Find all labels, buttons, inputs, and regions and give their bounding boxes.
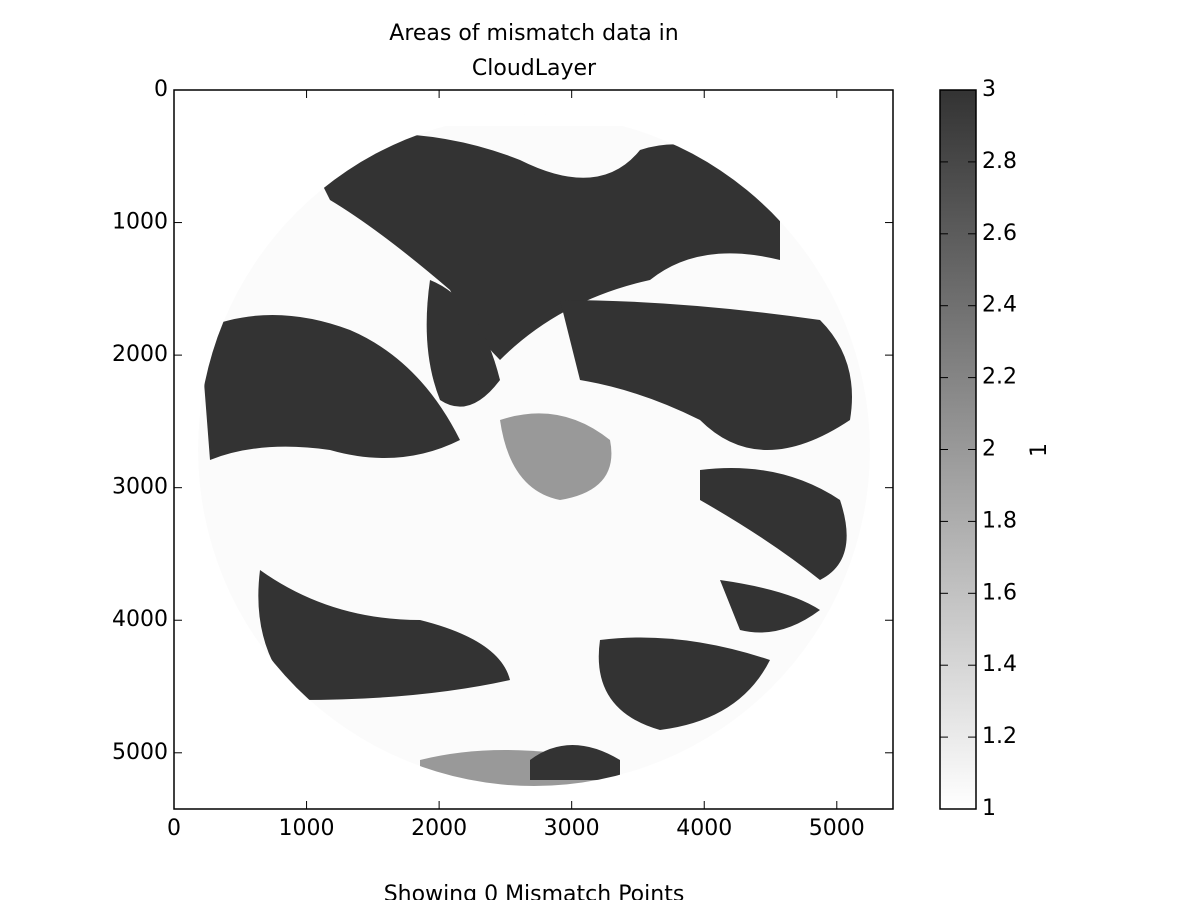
colorbar-tick-label: 1.4 — [982, 652, 1017, 677]
chart-title: Areas of mismatch data in — [389, 21, 678, 46]
x-axis-label: Showing 0 Mismatch Points — [384, 882, 685, 900]
x-tick-label: 4000 — [676, 816, 732, 841]
x-tick-label: 3000 — [544, 816, 600, 841]
plot-frame — [173, 89, 894, 810]
colorbar-tick-label: 2.2 — [982, 365, 1017, 390]
colorbar-tick-label: 2.8 — [982, 149, 1017, 174]
y-tick-label: 3000 — [112, 475, 168, 500]
colorbar-tick-label: 2 — [982, 437, 996, 462]
colorbar-tick-label: 3 — [982, 77, 996, 102]
x-tick-label: 5000 — [809, 816, 865, 841]
y-tick-label: 1000 — [112, 210, 168, 235]
colorbar-tick-label: 1 — [982, 796, 996, 821]
colorbar-tick-label: 1.2 — [982, 724, 1017, 749]
colorbar-tick-label: 2.6 — [982, 221, 1017, 246]
y-tick-label: 2000 — [112, 342, 168, 367]
y-tick-label: 0 — [154, 77, 168, 102]
y-tick-label: 5000 — [112, 740, 168, 765]
y-tick-label: 4000 — [112, 607, 168, 632]
colorbar-tick-label: 2.4 — [982, 293, 1017, 318]
colorbar-tick-label: 1.6 — [982, 580, 1017, 605]
x-tick-label: 2000 — [411, 816, 467, 841]
image — [198, 114, 870, 786]
x-tick-label: 0 — [167, 816, 181, 841]
chart-title: CloudLayer — [472, 56, 597, 81]
colorbar-label: 1 — [1027, 443, 1052, 457]
colorbar-tick-label: 1.8 — [982, 508, 1017, 533]
x-tick-label: 1000 — [279, 816, 335, 841]
